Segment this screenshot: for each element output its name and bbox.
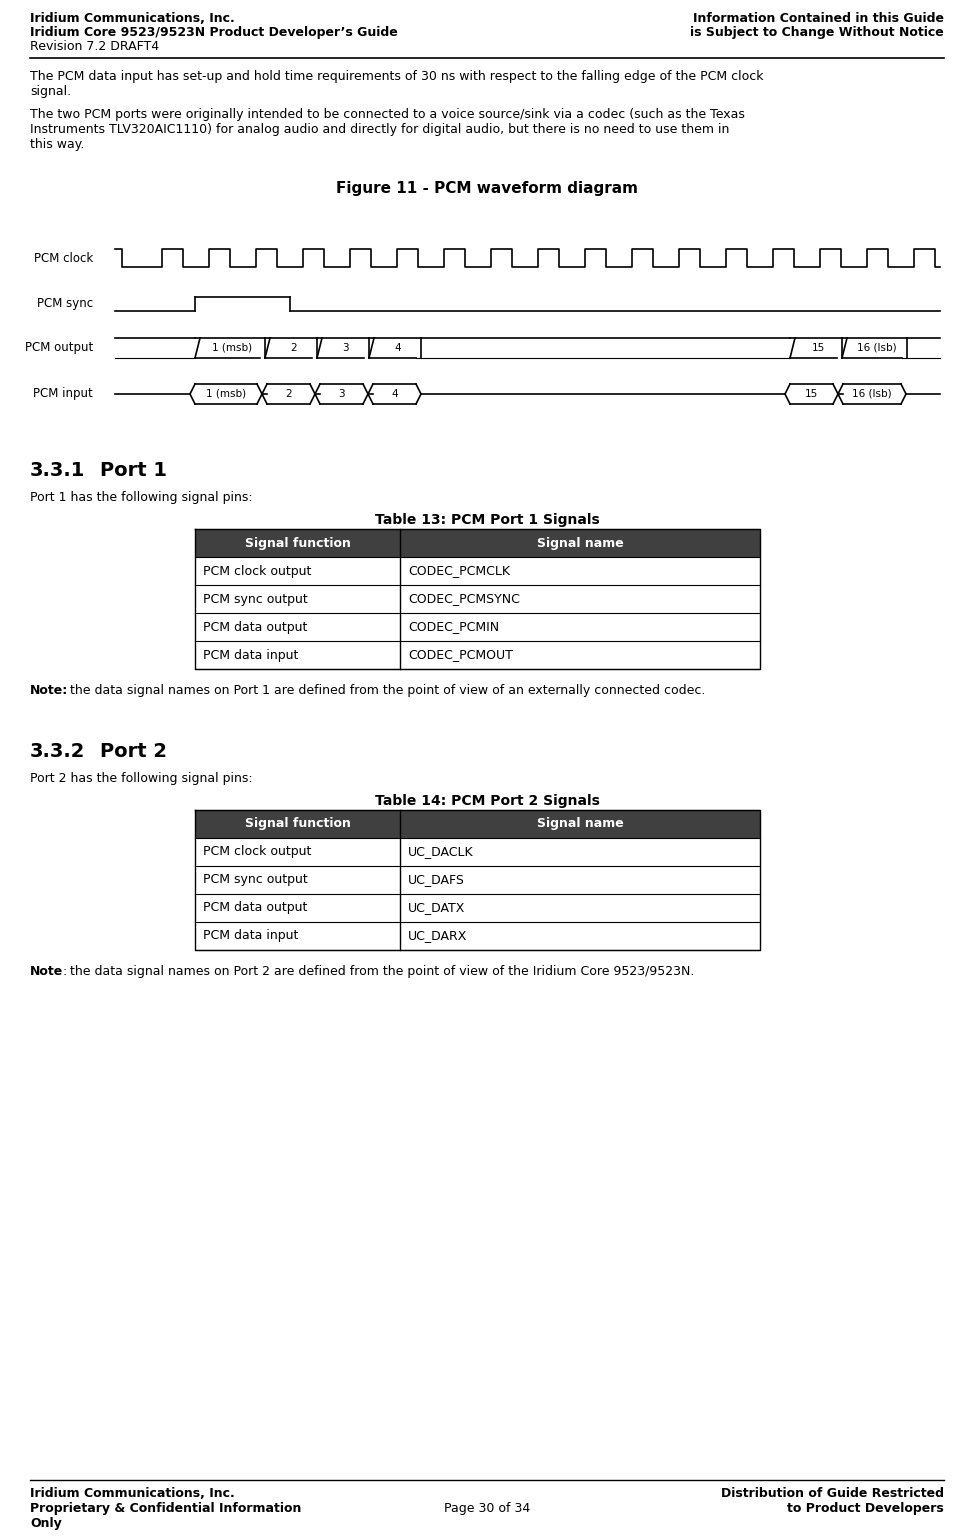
- Text: Iridium Communications, Inc.: Iridium Communications, Inc.: [30, 1486, 235, 1500]
- Text: PCM sync output: PCM sync output: [203, 592, 308, 606]
- Text: is Subject to Change Without Notice: is Subject to Change Without Notice: [691, 26, 944, 38]
- Text: :: :: [63, 965, 67, 978]
- Text: PCM data output: PCM data output: [203, 902, 308, 915]
- Bar: [400, 895, 760, 922]
- Text: Page 30 of 34: Page 30 of 34: [444, 1502, 530, 1515]
- Text: Note: Note: [30, 965, 63, 978]
- Text: this way.: this way.: [30, 138, 85, 151]
- Text: PCM sync output: PCM sync output: [203, 873, 308, 887]
- Text: PCM data input: PCM data input: [203, 649, 298, 661]
- Bar: [195, 641, 400, 669]
- Text: Port 2: Port 2: [100, 742, 167, 761]
- Bar: [400, 586, 760, 613]
- Text: The two PCM ports were originally intended to be connected to a voice source/sin: The two PCM ports were originally intend…: [30, 108, 745, 121]
- Text: Port 1 has the following signal pins:: Port 1 has the following signal pins:: [30, 490, 252, 504]
- Bar: [195, 556, 400, 586]
- Text: Information Contained in this Guide: Information Contained in this Guide: [693, 12, 944, 25]
- Text: Only: Only: [30, 1517, 61, 1529]
- Text: Proprietary & Confidential Information: Proprietary & Confidential Information: [30, 1502, 301, 1515]
- Text: 3.3.1: 3.3.1: [30, 461, 86, 480]
- Text: 15: 15: [805, 389, 818, 400]
- Text: 1 (msb): 1 (msb): [212, 343, 252, 354]
- Text: PCM clock: PCM clock: [34, 252, 93, 264]
- Text: Table 14: PCM Port 2 Signals: Table 14: PCM Port 2 Signals: [375, 795, 599, 808]
- Bar: [195, 529, 400, 556]
- Text: 2: 2: [290, 343, 297, 354]
- Text: 4: 4: [394, 343, 401, 354]
- Text: Signal function: Signal function: [244, 818, 351, 830]
- Text: UC_DAFS: UC_DAFS: [408, 873, 465, 887]
- Text: Figure 11 - PCM waveform diagram: Figure 11 - PCM waveform diagram: [336, 181, 638, 197]
- Text: UC_DARX: UC_DARX: [408, 930, 468, 942]
- Bar: [400, 922, 760, 950]
- Text: to Product Developers: to Product Developers: [787, 1502, 944, 1515]
- Text: Signal function: Signal function: [244, 536, 351, 550]
- Text: Port 1: Port 1: [100, 461, 167, 480]
- Bar: [195, 810, 400, 838]
- Text: Iridium Core 9523/9523N Product Developer’s Guide: Iridium Core 9523/9523N Product Develope…: [30, 26, 397, 38]
- Text: Note:: Note:: [30, 684, 68, 696]
- Text: UC_DATX: UC_DATX: [408, 902, 466, 915]
- Text: Port 2 has the following signal pins:: Port 2 has the following signal pins:: [30, 772, 252, 785]
- Text: Distribution of Guide Restricted: Distribution of Guide Restricted: [721, 1486, 944, 1500]
- Bar: [195, 865, 400, 895]
- Bar: [400, 556, 760, 586]
- Text: Signal name: Signal name: [537, 536, 623, 550]
- Text: Revision 7.2 DRAFT4: Revision 7.2 DRAFT4: [30, 40, 159, 52]
- Text: PCM input: PCM input: [33, 387, 93, 401]
- Text: 3: 3: [342, 343, 349, 354]
- Text: PCM data output: PCM data output: [203, 621, 308, 633]
- Text: PCM clock output: PCM clock output: [203, 845, 312, 859]
- Text: 3.3.2: 3.3.2: [30, 742, 86, 761]
- Text: signal.: signal.: [30, 85, 71, 98]
- Text: CODEC_PCMSYNC: CODEC_PCMSYNC: [408, 592, 520, 606]
- Bar: [400, 641, 760, 669]
- Bar: [400, 613, 760, 641]
- Text: PCM clock output: PCM clock output: [203, 564, 312, 578]
- Text: Table 13: PCM Port 1 Signals: Table 13: PCM Port 1 Signals: [375, 513, 599, 527]
- Text: PCM data input: PCM data input: [203, 930, 298, 942]
- Bar: [400, 529, 760, 556]
- Bar: [195, 895, 400, 922]
- Text: PCM output: PCM output: [24, 341, 93, 355]
- Text: 2: 2: [285, 389, 292, 400]
- Text: UC_DACLK: UC_DACLK: [408, 845, 473, 859]
- Text: 16 (lsb): 16 (lsb): [852, 389, 892, 400]
- Bar: [195, 613, 400, 641]
- Text: PCM sync: PCM sync: [37, 298, 93, 310]
- Text: The PCM data input has set-up and hold time requirements of 30 ns with respect t: The PCM data input has set-up and hold t…: [30, 71, 764, 83]
- Text: CODEC_PCMIN: CODEC_PCMIN: [408, 621, 499, 633]
- Text: Instruments TLV320AIC1110) for analog audio and directly for digital audio, but : Instruments TLV320AIC1110) for analog au…: [30, 123, 730, 135]
- Bar: [195, 586, 400, 613]
- Text: Signal name: Signal name: [537, 818, 623, 830]
- Bar: [400, 865, 760, 895]
- Bar: [195, 922, 400, 950]
- Text: 1 (msb): 1 (msb): [206, 389, 246, 400]
- Bar: [400, 838, 760, 865]
- Text: 15: 15: [812, 343, 825, 354]
- Text: CODEC_PCMOUT: CODEC_PCMOUT: [408, 649, 513, 661]
- Text: 16 (lsb): 16 (lsb): [857, 343, 897, 354]
- Bar: [195, 838, 400, 865]
- Bar: [400, 810, 760, 838]
- Text: the data signal names on Port 2 are defined from the point of view of the Iridiu: the data signal names on Port 2 are defi…: [70, 965, 694, 978]
- Text: Iridium Communications, Inc.: Iridium Communications, Inc.: [30, 12, 235, 25]
- Text: CODEC_PCMCLK: CODEC_PCMCLK: [408, 564, 510, 578]
- Text: 4: 4: [392, 389, 397, 400]
- Text: 3: 3: [338, 389, 345, 400]
- Text: the data signal names on Port 1 are defined from the point of view of an externa: the data signal names on Port 1 are defi…: [70, 684, 705, 696]
